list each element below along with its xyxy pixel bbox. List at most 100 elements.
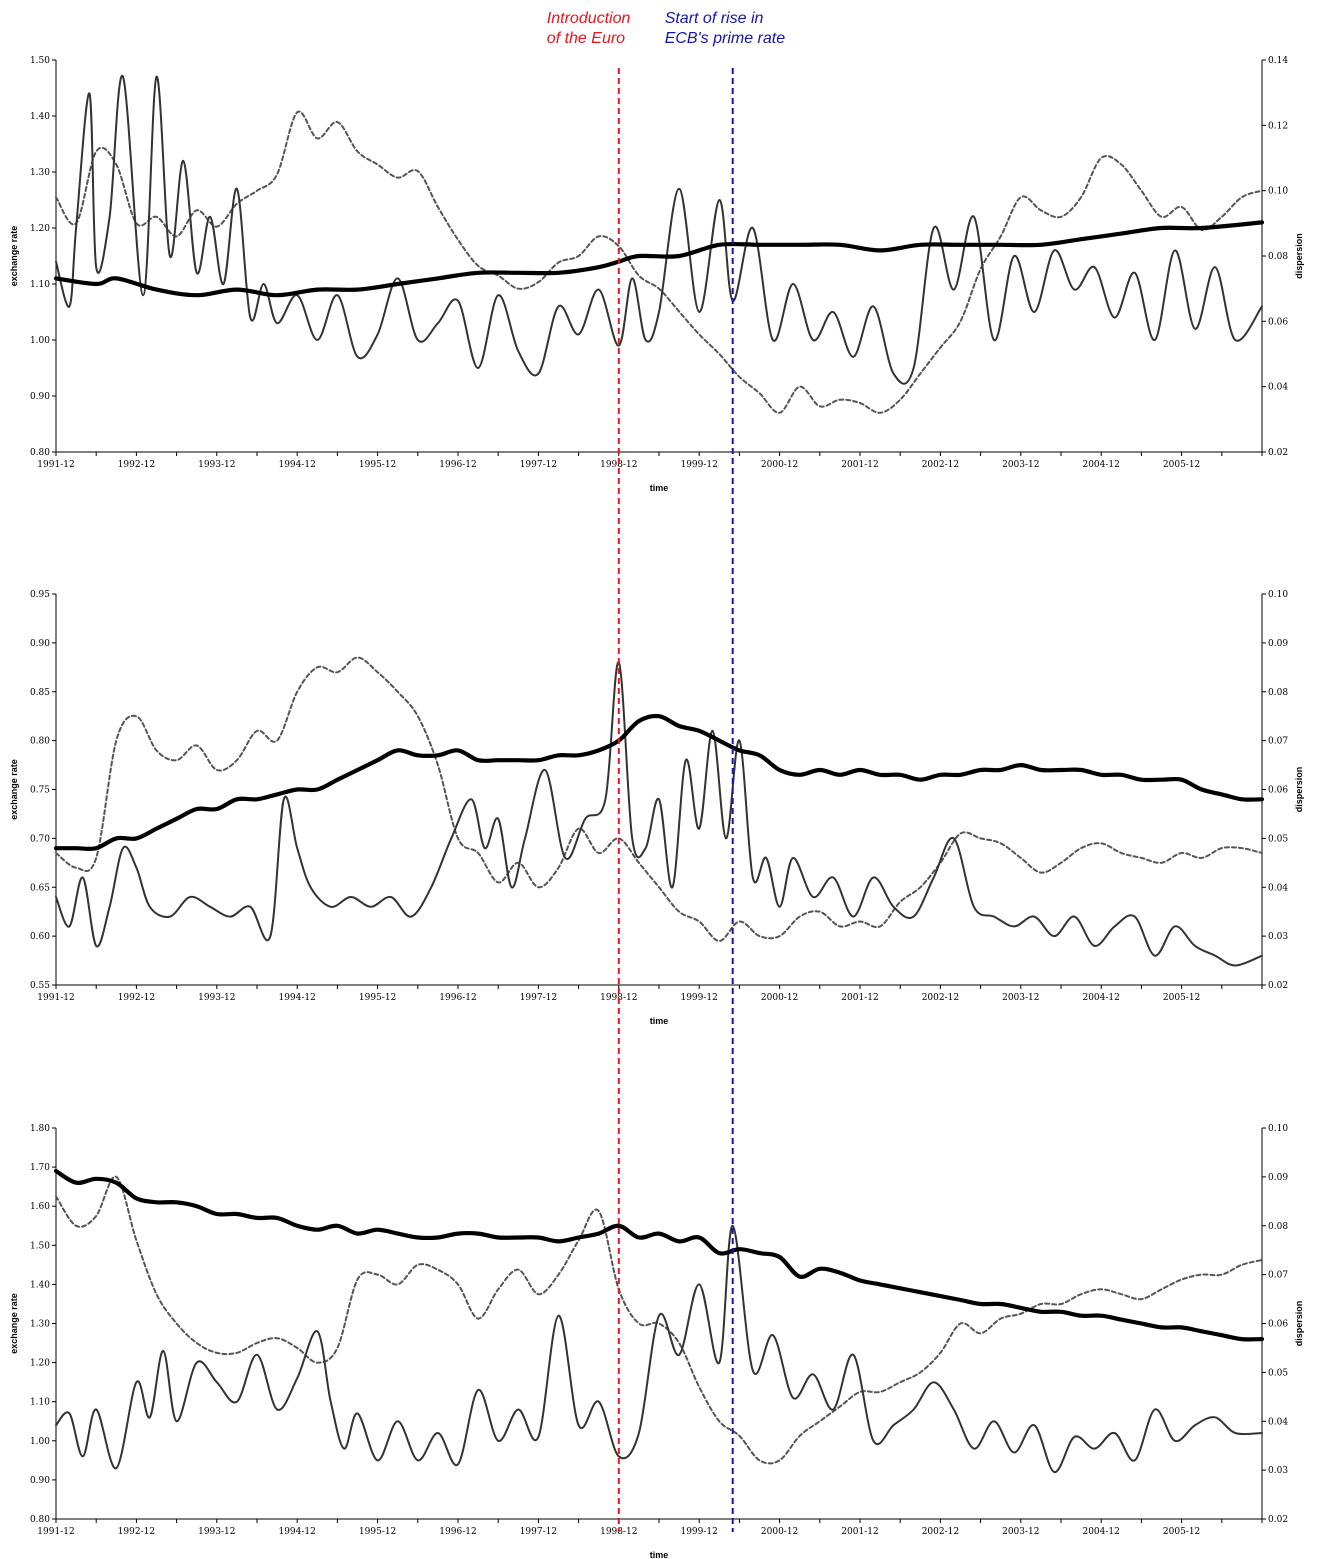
- y-tick-label: 1.40: [30, 112, 50, 122]
- x-tick-label: 1995-12: [359, 993, 396, 1003]
- annotations: Introduction of the Euro Start of rise in E…: [547, 10, 785, 1532]
- series-line-thick: [53, 713, 1265, 852]
- x-tick-label: 1995-12: [359, 1527, 396, 1537]
- x-tick-label: 1994-12: [278, 460, 315, 470]
- y2-tick-label: 0.07: [1268, 737, 1288, 747]
- y-tick-label: 1.20: [30, 224, 50, 234]
- annotation-label-1: of the Euro: [547, 30, 625, 47]
- x-tick-label: 1995-12: [359, 460, 396, 470]
- y-tick-label: 0.80: [30, 737, 50, 747]
- series-line-solid: [55, 75, 1263, 385]
- x-tick-label: 1994-12: [278, 1527, 315, 1537]
- x-tick-label: 2001-12: [841, 1527, 878, 1537]
- y2-tick-label: 0.04: [1268, 883, 1288, 893]
- y2-tick-label: 0.06: [1268, 317, 1288, 327]
- x-tick-label: 1992-12: [118, 1527, 155, 1537]
- y-tick-label: 0.65: [30, 883, 50, 893]
- x-tick-label: 1997-12: [520, 1527, 557, 1537]
- x-tick-label: 1999-12: [680, 993, 717, 1003]
- y-tick-label: 1.70: [30, 1163, 50, 1173]
- y2-tick-label: 0.06: [1268, 786, 1288, 796]
- x-tick-label: 2001-12: [841, 993, 878, 1003]
- x-tick-label: 1997-12: [520, 993, 557, 1003]
- series-line-dashed: [55, 656, 1263, 942]
- y-tick-label: 0.85: [30, 688, 50, 698]
- y2-tick-label: 0.02: [1268, 981, 1288, 991]
- chart-panel-2: 0.55 0.60 0.65 0.70 0.75 0.80 0.85 0.90 0.95 0.02…: [9, 590, 1304, 1026]
- x-tick-label: 1991-12: [37, 1527, 74, 1537]
- y2-tick-label: 0.09: [1268, 639, 1288, 649]
- y-tick-label: 1.20: [30, 1359, 50, 1369]
- annotation-label-1: Introduction: [547, 10, 631, 27]
- x-tick-label: 1996-12: [439, 1527, 476, 1537]
- y2-tick-label: 0.10: [1268, 187, 1288, 197]
- y2-tick-label: 0.03: [1268, 1466, 1288, 1476]
- y-tick-label: 1.10: [30, 1398, 50, 1408]
- y2-tick-label: 0.05: [1268, 1368, 1288, 1378]
- y-tick-label: 1.10: [30, 280, 50, 290]
- x-tick-label: 2001-12: [841, 460, 878, 470]
- y-tick-label: 1.80: [30, 1124, 50, 1134]
- y-axis-title: exchange rate: [9, 759, 19, 820]
- y-tick-label: 0.90: [30, 1476, 50, 1486]
- y-tick-label: 1.50: [30, 1241, 50, 1251]
- x-tick-label: 2003-12: [1002, 1527, 1039, 1537]
- y-tick-label: 0.60: [30, 932, 50, 942]
- y-tick-label: 0.80: [30, 448, 50, 458]
- x-tick-label: 1996-12: [439, 993, 476, 1003]
- y2-tick-label: 0.02: [1268, 448, 1288, 458]
- x-tick-label: 1991-12: [37, 460, 74, 470]
- y-tick-label: 1.60: [30, 1202, 50, 1212]
- y2-tick-label: 0.12: [1268, 121, 1288, 131]
- y-tick-label: 1.00: [30, 336, 50, 346]
- x-tick-label: 1993-12: [198, 460, 235, 470]
- y2-tick-label: 0.07: [1268, 1271, 1288, 1281]
- x-tick-label: 2005-12: [1163, 993, 1200, 1003]
- y2-tick-label: 0.10: [1268, 1124, 1288, 1134]
- x-tick-label: 1992-12: [118, 993, 155, 1003]
- y2-tick-label: 0.03: [1268, 932, 1288, 942]
- x-tick-label: 1991-12: [37, 993, 74, 1003]
- y2-tick-label: 0.05: [1268, 834, 1288, 844]
- series-line-thick: [53, 220, 1265, 298]
- y2-tick-label: 0.14: [1268, 56, 1288, 66]
- y-axis-title: exchange rate: [9, 226, 19, 287]
- y2-tick-label: 0.10: [1268, 590, 1288, 600]
- x-tick-label: 2005-12: [1163, 1527, 1200, 1537]
- y2-tick-label: 0.08: [1268, 1222, 1288, 1232]
- x-tick-label: 2000-12: [761, 1527, 798, 1537]
- x-tick-label: 2000-12: [761, 993, 798, 1003]
- y2-axis-title: dispersion: [1294, 1301, 1304, 1347]
- x-tick-label: 1999-12: [680, 1527, 717, 1537]
- x-tick-label: 2002-12: [922, 1527, 959, 1537]
- y2-tick-label: 0.04: [1268, 383, 1288, 393]
- x-tick-label: 1992-12: [118, 460, 155, 470]
- y2-tick-label: 0.02: [1268, 1515, 1288, 1525]
- series-line-thick: [53, 1168, 1265, 1342]
- y-axis-title: exchange rate: [9, 1293, 19, 1354]
- y-tick-label: 0.75: [30, 786, 50, 796]
- series-line-dashed: [55, 110, 1263, 414]
- series-line-dashed: [55, 1175, 1263, 1465]
- chart-panel-3: 0.80 0.90 1.00 1.10 1.20 1.30 1.40 1.50 1.60 1.70…: [9, 1124, 1304, 1559]
- y-tick-label: 1.40: [30, 1280, 50, 1290]
- y-tick-label: 1.50: [30, 56, 50, 66]
- x-tick-label: 1993-12: [198, 1527, 235, 1537]
- y2-tick-label: 0.04: [1268, 1417, 1288, 1427]
- y-tick-label: 0.55: [30, 981, 50, 991]
- x-tick-label: 1998-12: [600, 460, 637, 470]
- x-axis-title: time: [650, 1550, 669, 1559]
- y2-tick-label: 0.06: [1268, 1320, 1288, 1330]
- x-tick-label: 2003-12: [1002, 460, 1039, 470]
- y-tick-label: 1.00: [30, 1437, 50, 1447]
- chart-panel-1: 0.80 0.90 1.00 1.10 1.20 1.30 1.40 1.50 0.02 0.04…: [9, 56, 1304, 493]
- x-tick-label: 2003-12: [1002, 993, 1039, 1003]
- y-tick-label: 0.95: [30, 590, 50, 600]
- y-tick-label: 0.90: [30, 639, 50, 649]
- x-tick-label: 2004-12: [1082, 1527, 1119, 1537]
- series-line-solid: [55, 661, 1263, 967]
- x-tick-label: 1993-12: [198, 993, 235, 1003]
- x-tick-label: 2004-12: [1082, 460, 1119, 470]
- x-axis-title: time: [650, 483, 669, 493]
